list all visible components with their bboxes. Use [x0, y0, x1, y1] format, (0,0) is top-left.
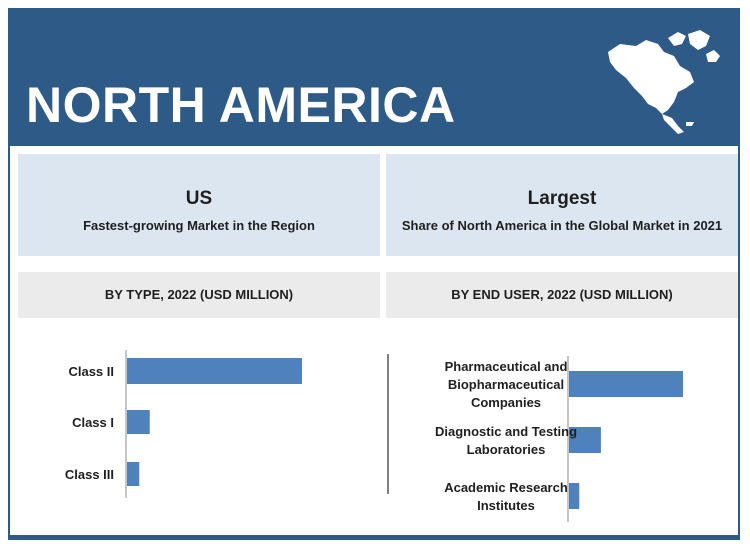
bar [569, 427, 601, 453]
chart-title-by-end-user: BY END USER, 2022 (USD MILLION) [386, 272, 738, 318]
chart-title-by-type: BY TYPE, 2022 (USD MILLION) [18, 272, 380, 318]
bar [569, 483, 580, 509]
bar [127, 410, 150, 434]
category-label: Class III [65, 467, 114, 482]
bar [127, 358, 302, 384]
bar [569, 371, 683, 397]
highlight-headline: US [185, 188, 213, 209]
category-label: Diagnostic and Testing Laboratories [435, 424, 577, 457]
highlight-caption: Fastest-growing Market in the Region [83, 218, 315, 233]
highlight-panel-fastest: US Fastest-growing Market in the Region [18, 154, 380, 256]
bottom-rule [10, 535, 738, 538]
header-banner: NORTH AMERICA [10, 10, 738, 146]
bar [127, 462, 140, 486]
highlight-caption: Share of North America in the Global Mar… [401, 218, 723, 233]
category-label: Academic Research Institutes [444, 480, 568, 513]
category-label: Class II [68, 364, 114, 379]
highlight-panel-largest: Largest Share of North America in the Gl… [386, 154, 738, 256]
category-label: Pharmaceutical and Biopharmaceutical Compa… [445, 359, 568, 410]
north-america-map-icon [608, 30, 720, 134]
region-title: NORTH AMERICA [26, 77, 456, 133]
chart-by-end-user: Pharmaceutical and Biopharmaceutical Compa… [387, 354, 683, 522]
chart-by-type: Class II Class I Class III [65, 350, 302, 498]
category-label: Class I [72, 415, 114, 430]
highlight-headline: Largest [527, 188, 597, 209]
infographic-frame: NORTH AMERICA US Fastest-growing Market … [8, 8, 740, 540]
